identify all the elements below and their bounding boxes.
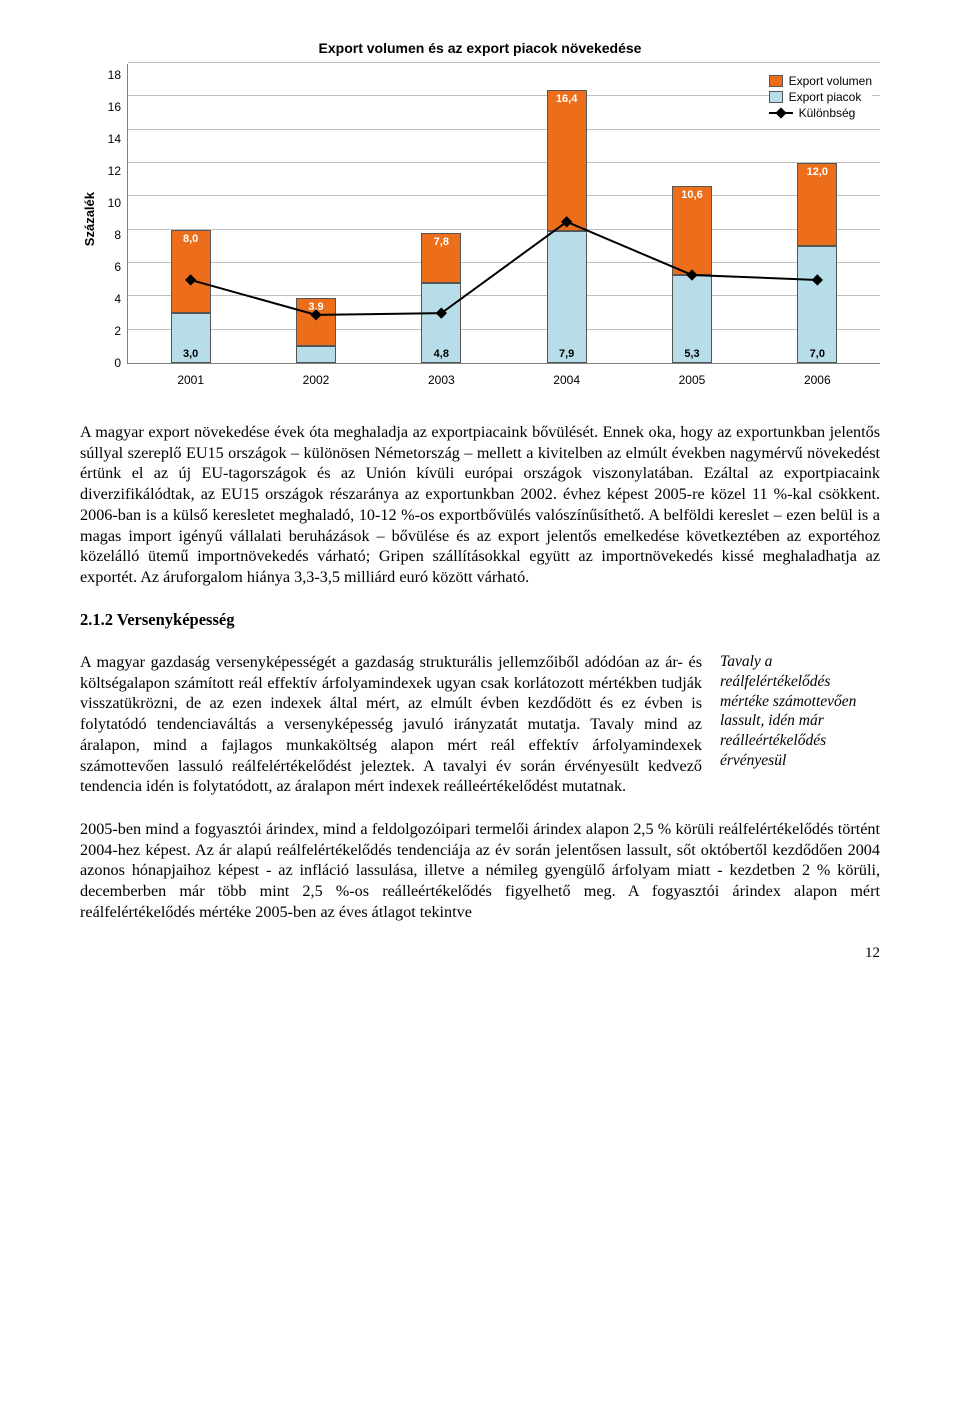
legend-marker-kulonbseg <box>769 112 793 114</box>
legend-swatch-piacok <box>769 91 783 103</box>
section-heading-versenykepesseg: 2.1.2 Versenyképesség <box>80 610 880 630</box>
y-ticks: 181614121086420 <box>99 64 127 364</box>
paragraph-export: A magyar export növekedése évek óta megh… <box>80 422 880 588</box>
legend-swatch-volumen <box>769 75 783 87</box>
legend-label-piacok: Export piacok <box>789 90 862 104</box>
chart-title: Export volumen és az export piacok növek… <box>80 40 880 56</box>
legend-item-export-piacok: Export piacok <box>769 90 872 104</box>
legend-item-kulonbseg: Különbség <box>769 106 872 120</box>
page-number: 12 <box>80 945 880 962</box>
chart-legend: Export volumen Export piacok Különbség <box>769 72 872 122</box>
export-chart: Export volumen és az export piacok növek… <box>80 40 880 404</box>
plot-area: Export volumen Export piacok Különbség 2… <box>127 64 880 364</box>
line-series <box>128 64 880 363</box>
paragraph-indices: 2005-ben mind a fogyasztói árindex, mind… <box>80 819 880 923</box>
legend-item-export-volumen: Export volumen <box>769 74 872 88</box>
sidenote: Tavaly a reálfelértékelődés mértéke szám… <box>720 652 880 797</box>
x-axis-labels: 200120022003200420052006 <box>128 373 880 387</box>
paragraph-competitiveness: A magyar gazdaság versenyképességét a ga… <box>80 652 702 797</box>
legend-label-volumen: Export volumen <box>789 74 872 88</box>
two-column-block: A magyar gazdaság versenyképességét a ga… <box>80 652 880 797</box>
chart-body: Százalék 181614121086420 Export volumen … <box>80 64 880 404</box>
y-axis-label: Százalék <box>80 192 99 246</box>
legend-label-kulonbseg: Különbség <box>799 106 856 120</box>
